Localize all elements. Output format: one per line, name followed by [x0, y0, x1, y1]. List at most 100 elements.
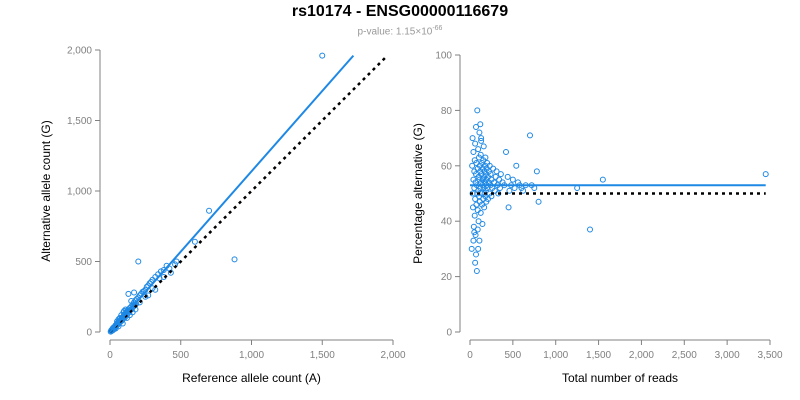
- left-data-point: [125, 290, 132, 297]
- right-data-point: [468, 245, 475, 252]
- right-data-point: [476, 129, 483, 136]
- right-data-point: [535, 198, 542, 205]
- right-data-point: [474, 107, 481, 114]
- left-x-tick-label: 1,000: [239, 350, 264, 361]
- right-data-point: [470, 223, 477, 230]
- left-data-point: [131, 289, 138, 296]
- left-data-point: [142, 293, 149, 300]
- right-data-point: [474, 226, 481, 233]
- right-y-tick-label: 0: [446, 328, 452, 339]
- right-data-point: [574, 184, 581, 191]
- right-data-point: [520, 187, 527, 194]
- left-data-point: [135, 258, 142, 265]
- right-y-axis-label: Percentage alternative (G): [411, 123, 425, 264]
- right-data-point: [482, 154, 489, 161]
- right-data-point: [599, 176, 606, 183]
- right-data-point: [587, 226, 593, 233]
- right-y-tick-label: 20: [441, 272, 453, 283]
- right-data-point: [506, 187, 513, 194]
- left-data-point: [160, 266, 167, 273]
- chart-title: rs10174 - ENSG00000116679: [291, 3, 509, 20]
- right-data-point: [473, 124, 479, 131]
- left-y-tick-label: 1,500: [67, 116, 92, 127]
- right-data-point: [477, 209, 484, 216]
- right-y-tick-label: 100: [435, 51, 452, 62]
- right-data-point: [477, 121, 484, 128]
- right-data-point: [471, 212, 478, 219]
- right-data-point: [472, 196, 479, 203]
- right-x-tick-label: 1,500: [586, 350, 611, 361]
- right-data-point: [473, 251, 479, 258]
- right-y-tick-label: 80: [441, 106, 453, 117]
- right-data-point: [469, 162, 476, 169]
- right-data-point: [470, 204, 476, 211]
- left-data-point: [191, 238, 198, 245]
- left-fit-line: [109, 54, 355, 333]
- right-data-point: [492, 173, 499, 180]
- right-data-point: [481, 204, 488, 211]
- right-data-point: [475, 245, 482, 252]
- pvalue-text: p-value: 1.15×10: [357, 26, 433, 38]
- pvalue-exponent: -66: [432, 25, 443, 32]
- left-y-tick-label: 0: [86, 328, 92, 339]
- right-data-point: [527, 132, 533, 139]
- right-x-axis-label: Total number of reads: [562, 371, 678, 385]
- right-y-tick-label: 40: [441, 217, 453, 228]
- left-data-point: [231, 256, 238, 263]
- left-x-tick-label: 1,500: [310, 350, 335, 361]
- right-data-point: [504, 173, 511, 180]
- right-data-point: [513, 162, 520, 169]
- left-x-tick-label: 0: [107, 350, 113, 361]
- right-data-point: [490, 165, 497, 172]
- left-x-tick-label: 2,000: [380, 350, 405, 361]
- right-x-tick-label: 3,000: [715, 350, 740, 361]
- right-data-point: [511, 184, 518, 191]
- right-data-point: [478, 135, 485, 142]
- right-data-point: [487, 171, 494, 178]
- right-data-point: [762, 171, 769, 178]
- right-x-tick-label: 500: [505, 350, 522, 361]
- left-y-tick-label: 500: [75, 257, 92, 268]
- right-x-tick-label: 2,500: [672, 350, 697, 361]
- left-data-point: [128, 297, 135, 304]
- left-data-point: [149, 285, 156, 292]
- right-data-point: [496, 176, 503, 183]
- right-data-point: [472, 232, 479, 239]
- right-x-tick-label: 2,000: [629, 350, 654, 361]
- right-y-tick-label: 60: [441, 161, 453, 172]
- right-data-point: [505, 204, 512, 211]
- right-data-point: [509, 176, 516, 183]
- left-data-point: [319, 52, 326, 59]
- right-data-point: [475, 218, 482, 225]
- right-data-point: [475, 146, 482, 153]
- pvalue-subtitle: p-value: 1.15×10-66: [0, 25, 800, 37]
- left-x-axis-label: Reference allele count (A): [182, 371, 321, 385]
- right-data-point: [533, 168, 540, 175]
- right-x-tick-label: 3,500: [757, 350, 782, 361]
- right-data-point: [476, 237, 483, 244]
- right-data-point: [497, 171, 504, 178]
- left-x-tick-label: 500: [172, 350, 189, 361]
- right-data-point: [472, 140, 479, 147]
- right-x-tick-label: 0: [467, 350, 473, 361]
- right-data-point: [477, 151, 484, 158]
- right-data-point: [479, 220, 486, 227]
- left-y-tick-label: 2,000: [67, 46, 92, 57]
- right-data-point: [474, 207, 481, 214]
- right-data-point: [478, 137, 485, 144]
- right-data-point: [473, 201, 480, 208]
- right-data-point: [493, 168, 500, 175]
- left-reference-line: [109, 56, 387, 333]
- right-data-point: [470, 237, 477, 244]
- right-data-point: [469, 135, 476, 142]
- right-data-point: [503, 148, 509, 155]
- right-x-tick-label: 1,000: [543, 350, 568, 361]
- right-data-point: [480, 143, 487, 150]
- right-data-point: [470, 148, 477, 155]
- left-y-tick-label: 1,000: [67, 187, 92, 198]
- left-y-axis-label: Alternative allele count (G): [39, 120, 53, 261]
- left-data-point: [206, 207, 213, 214]
- right-data-point: [473, 268, 480, 275]
